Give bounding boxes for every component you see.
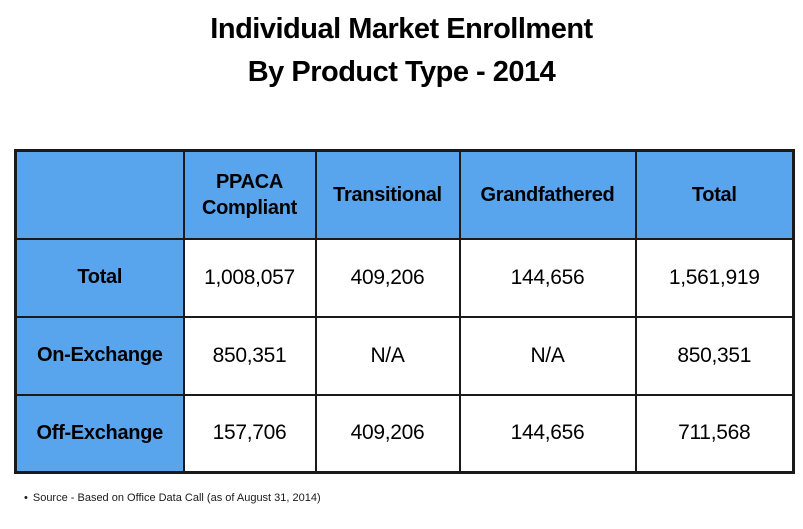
header-cell-blank	[14, 149, 185, 240]
header-cell-transitional: Transitional	[314, 149, 461, 240]
cell-on-exchange-transitional: N/A	[314, 315, 461, 396]
row-label-on-exchange: On-Exchange	[14, 315, 185, 396]
bullet-icon: •	[24, 492, 28, 504]
cell-on-exchange-grandfathered: N/A	[458, 315, 637, 396]
header-cell-grandfathered: Grandfathered	[458, 149, 637, 240]
header-cell-total: Total	[634, 149, 795, 240]
row-label-total: Total	[14, 237, 185, 318]
page-title-line2: By Product Type - 2014	[247, 56, 556, 88]
header-cell-ppaca-compliant: PPACA Compliant	[182, 149, 317, 240]
cell-total-transitional: 409,206	[314, 237, 461, 318]
source-footnote: • Source - Based on Office Data Call (as…	[24, 492, 321, 504]
cell-off-exchange-transitional: 409,206	[314, 393, 461, 474]
page-title-line1: Individual Market Enrollment	[210, 13, 593, 45]
cell-off-exchange-total: 711,568	[634, 393, 795, 474]
cell-on-exchange-total: 850,351	[634, 315, 795, 396]
page-title: Individual Market Enrollment By Product …	[0, 8, 803, 94]
enrollment-table: PPACA Compliant Transitional Grandfather…	[14, 149, 795, 474]
table-header-row: PPACA Compliant Transitional Grandfather…	[14, 149, 795, 240]
table-row-total: Total 1,008,057 409,206 144,656 1,561,91…	[14, 237, 795, 318]
row-label-off-exchange: Off-Exchange	[14, 393, 185, 474]
table-row-off-exchange: Off-Exchange 157,706 409,206 144,656 711…	[14, 393, 795, 474]
source-footnote-text: Source - Based on Office Data Call (as o…	[32, 492, 321, 504]
cell-total-ppaca: 1,008,057	[182, 237, 317, 318]
cell-total-total: 1,561,919	[634, 237, 795, 318]
table-row-on-exchange: On-Exchange 850,351 N/A N/A 850,351	[14, 315, 795, 396]
cell-off-exchange-ppaca: 157,706	[182, 393, 317, 474]
cell-off-exchange-grandfathered: 144,656	[458, 393, 637, 474]
cell-total-grandfathered: 144,656	[458, 237, 637, 318]
cell-on-exchange-ppaca: 850,351	[182, 315, 317, 396]
